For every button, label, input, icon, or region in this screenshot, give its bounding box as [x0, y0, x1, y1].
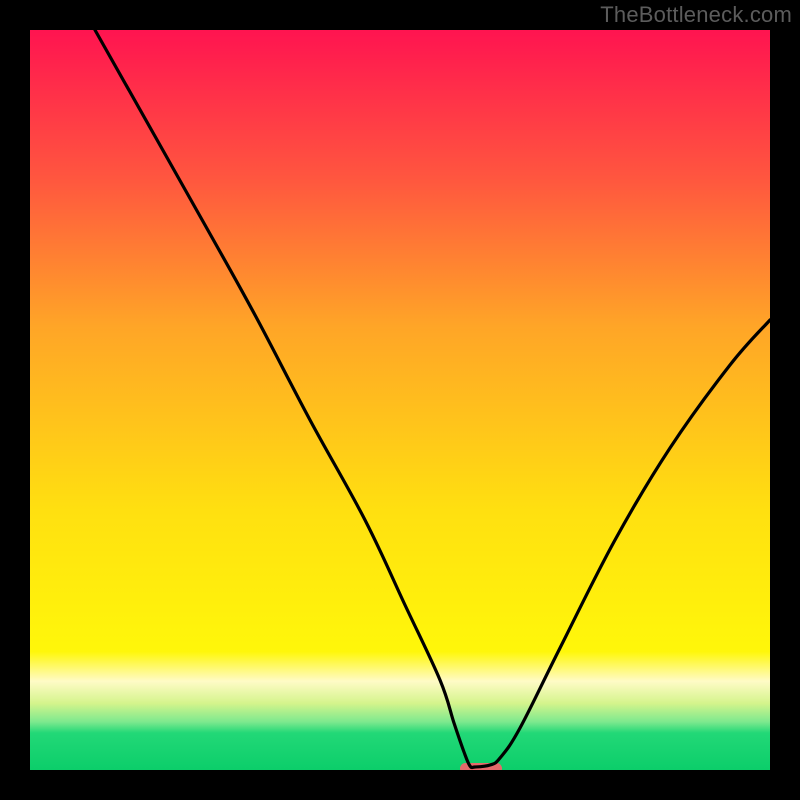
- plot-background: [30, 30, 770, 770]
- watermark-text: TheBottleneck.com: [600, 2, 792, 28]
- chart-canvas: TheBottleneck.com: [0, 0, 800, 800]
- bottleneck-chart: [0, 0, 800, 800]
